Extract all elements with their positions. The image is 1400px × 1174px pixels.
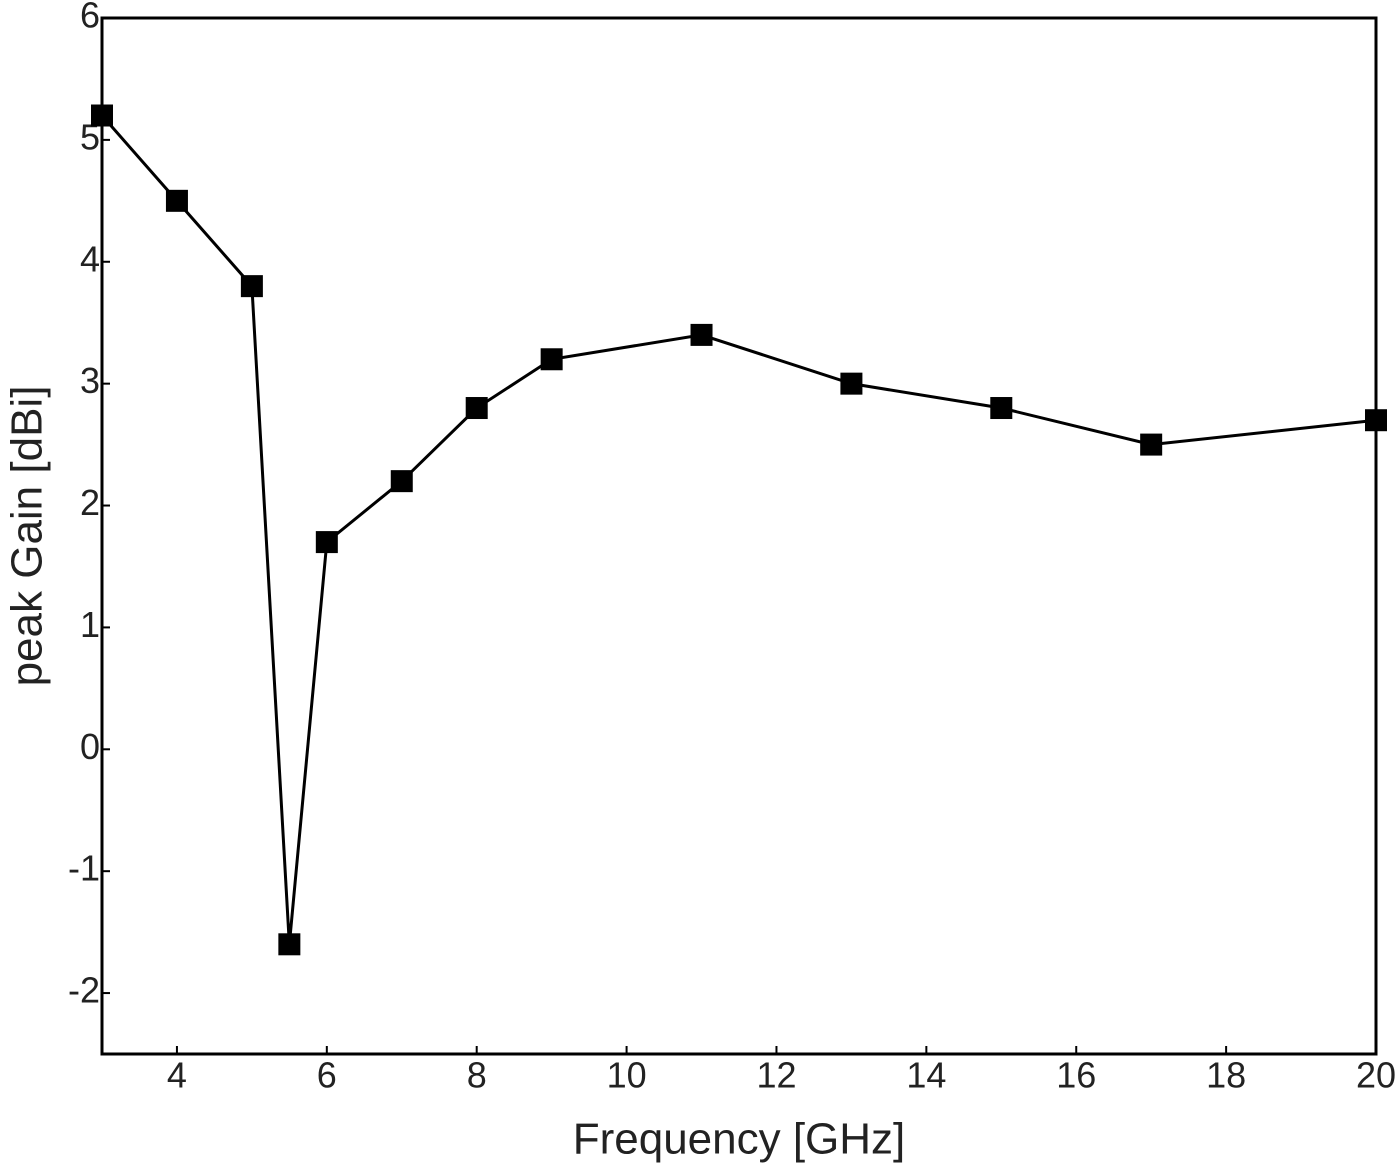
x-tick-label: 16 (1056, 1055, 1096, 1096)
data-point (540, 348, 563, 371)
y-tick-label: 1 (80, 604, 100, 645)
x-tick-label: 18 (1206, 1055, 1246, 1096)
data-point (165, 189, 188, 212)
data-point (315, 531, 338, 554)
data-point (1365, 409, 1387, 432)
data-point (990, 397, 1013, 420)
x-tick-label: 4 (167, 1055, 187, 1096)
data-point (390, 470, 413, 493)
data-point (278, 933, 301, 956)
y-tick-label: 3 (80, 360, 100, 401)
x-tick-label: 8 (467, 1055, 487, 1096)
x-tick-label: 12 (756, 1055, 796, 1096)
x-tick-label: 14 (906, 1055, 946, 1096)
x-axis-label: Frequency [GHz] (573, 1115, 906, 1164)
data-point (240, 275, 263, 298)
data-point (690, 323, 713, 346)
y-tick-label: 2 (80, 482, 100, 523)
data-point (465, 397, 488, 420)
x-tick-label: 10 (607, 1055, 647, 1096)
y-tick-label: -1 (68, 848, 100, 889)
x-tick-label: 20 (1356, 1055, 1396, 1096)
y-tick-label: 6 (80, 0, 100, 36)
x-tick-label: 6 (317, 1055, 337, 1096)
y-tick-label: 4 (80, 238, 100, 279)
plot-frame (100, 16, 1378, 1056)
y-tick-label: 0 (80, 726, 100, 767)
data-point (91, 104, 113, 127)
y-tick-label: 5 (80, 116, 100, 157)
data-line (100, 114, 1377, 945)
y-axis-label: peak Gain [dBi] (3, 386, 52, 687)
y-tick-label: -2 (68, 970, 100, 1011)
data-point (1140, 433, 1163, 456)
data-point (840, 372, 863, 395)
